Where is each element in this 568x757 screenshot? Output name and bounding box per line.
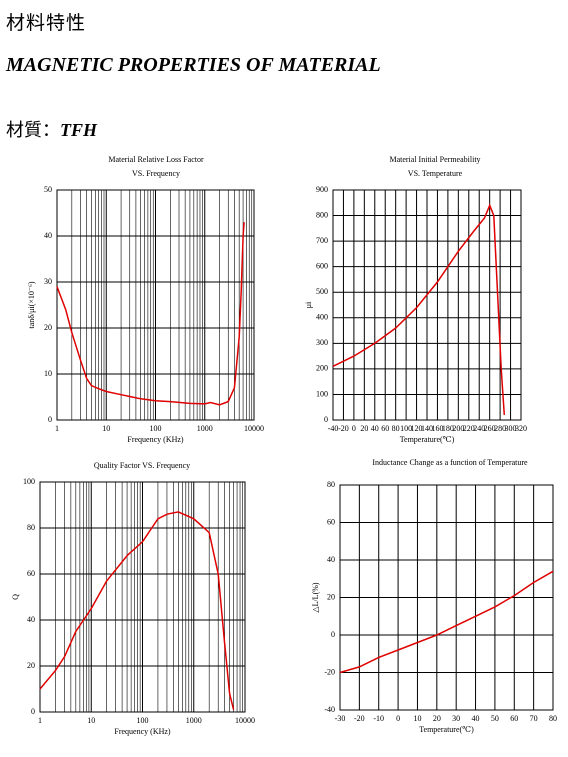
y-tick-label: 60 (327, 517, 335, 526)
chart-title: Material Initial Permeability (389, 155, 480, 164)
x-tick-label: 10000 (235, 716, 255, 725)
data-line (332, 203, 506, 415)
y-tick-label: 80 (327, 480, 335, 489)
y-tick-label: 900 (316, 185, 328, 194)
x-tick-label: 300 (505, 424, 517, 433)
x-axis-label: Temperature(℃) (400, 435, 455, 444)
x-tick-label: 60 (381, 424, 389, 433)
x-tick-label: 1000 (197, 424, 213, 433)
y-tick-label: 40 (327, 555, 335, 564)
y-tick-label: 80 (27, 523, 35, 532)
x-tick-label: 20 (360, 424, 368, 433)
y-tick-label: 40 (44, 231, 52, 240)
y-axis-label: △L/L(%) (311, 582, 320, 612)
y-tick-label: 300 (316, 338, 328, 347)
x-tick-label: 20 (433, 714, 441, 723)
x-tick-label: 100 (137, 716, 149, 725)
y-tick-label: 50 (44, 185, 52, 194)
x-tick-label: 80 (549, 714, 557, 723)
heading-en: MAGNETIC PROPERTIES OF MATERIAL (6, 54, 381, 76)
y-axis-label: Q (11, 594, 20, 600)
data-line (56, 222, 245, 406)
x-tick-label: 10000 (244, 424, 264, 433)
y-tick-label: 200 (316, 364, 328, 373)
y-tick-label: 0 (324, 415, 328, 424)
x-tick-label: 30 (452, 714, 460, 723)
y-tick-label: 0 (331, 630, 335, 639)
x-tick-label: 60 (510, 714, 518, 723)
x-tick-label: -20 (354, 714, 365, 723)
chart-subtitle: VS. Frequency (132, 169, 180, 178)
x-tick-label: 100 (400, 424, 412, 433)
x-axis-label: Frequency (KHz) (114, 727, 171, 736)
x-tick-label: 180 (442, 424, 454, 433)
y-axis-label: tanδ/μi(×10⁻⁶) (27, 281, 36, 328)
x-tick-label: 0 (352, 424, 356, 433)
x-tick-label: 1 (55, 424, 59, 433)
x-tick-label: 200 (452, 424, 464, 433)
chart-subtitle: VS. Temperature (408, 169, 463, 178)
y-axis-label: μi (304, 301, 313, 308)
y-tick-label: 0 (48, 415, 52, 424)
y-tick-label: 100 (316, 389, 328, 398)
y-tick-label: 700 (316, 236, 328, 245)
chart-title: Material Relative Loss Factor (108, 155, 204, 164)
x-tick-label: 320 (515, 424, 527, 433)
x-tick-label: -40 (328, 424, 339, 433)
x-tick-label: 240 (473, 424, 485, 433)
chart-title: Quality Factor VS. Frequency (94, 461, 190, 470)
x-axis-label: Frequency (KHz) (127, 435, 184, 444)
data-line (339, 570, 554, 674)
x-axis-label: Temperature(℃) (419, 725, 474, 734)
x-tick-label: 40 (371, 424, 379, 433)
x-tick-label: 160 (431, 424, 443, 433)
x-tick-label: 50 (491, 714, 499, 723)
material-label: 材質： (6, 120, 60, 140)
y-tick-label: 60 (27, 569, 35, 578)
x-tick-label: 70 (530, 714, 538, 723)
material-line: 材質：TFH (6, 116, 97, 142)
x-tick-label: 140 (421, 424, 433, 433)
y-tick-label: -20 (324, 667, 335, 676)
x-tick-label: 0 (396, 714, 400, 723)
material-name: TFH (60, 120, 98, 140)
x-tick-label: 1 (38, 716, 42, 725)
x-tick-label: 260 (484, 424, 496, 433)
data-line (39, 511, 235, 710)
y-tick-label: 500 (316, 287, 328, 296)
y-tick-label: 20 (327, 592, 335, 601)
x-tick-label: 280 (494, 424, 506, 433)
y-tick-label: 800 (316, 210, 328, 219)
y-tick-label: 600 (316, 261, 328, 270)
y-tick-label: 400 (316, 313, 328, 322)
x-tick-label: -20 (338, 424, 349, 433)
x-tick-label: 1000 (186, 716, 202, 725)
x-tick-label: 220 (463, 424, 475, 433)
x-tick-label: 10 (413, 714, 421, 723)
x-tick-label: -30 (335, 714, 346, 723)
chart-title: Inductance Change as a function of Tempe… (372, 458, 528, 467)
y-tick-label: 0 (31, 707, 35, 716)
y-tick-label: 10 (44, 369, 52, 378)
x-tick-label: 100 (150, 424, 162, 433)
x-tick-label: 120 (411, 424, 423, 433)
y-tick-label: 30 (44, 277, 52, 286)
x-tick-label: 80 (392, 424, 400, 433)
y-tick-label: 100 (23, 477, 35, 486)
x-tick-label: 10 (87, 716, 95, 725)
y-tick-label: 20 (27, 661, 35, 670)
x-tick-label: 10 (102, 424, 110, 433)
y-tick-label: 20 (44, 323, 52, 332)
y-tick-label: 40 (27, 615, 35, 624)
x-tick-label: -10 (373, 714, 384, 723)
x-tick-label: 40 (472, 714, 480, 723)
heading-zh: 材料特性 (6, 13, 87, 34)
y-tick-label: -40 (324, 705, 335, 714)
